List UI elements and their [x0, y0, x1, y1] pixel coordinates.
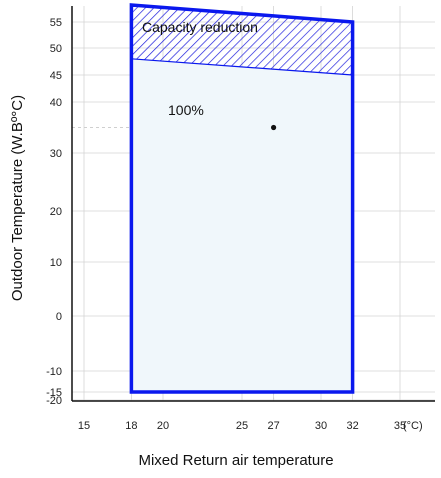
y-axis-title: Outdoor Temperature (W.Bº°C) [9, 95, 26, 301]
y-tick-label: 55 [50, 17, 62, 29]
rated-point [271, 124, 277, 131]
y-tick-label: 20 [50, 206, 62, 218]
y-tick-label: -15 [46, 387, 62, 399]
labels: Outdoor Temperature (W.Bº°C) Mixed Retur… [9, 19, 423, 469]
full-capacity-region [131, 58, 353, 393]
x-tick-label: 20 [157, 420, 169, 432]
operating-boundary [129, 3, 355, 394]
region-label-capacity-reduction: Capacity reduction [142, 19, 258, 35]
capacity-reduction-region [131, 5, 353, 75]
x-tick-label: 30 [315, 420, 327, 432]
x-tick-label: 15 [78, 420, 90, 432]
region-divider [131, 58, 353, 76]
x-tick-label: 18 [125, 420, 137, 432]
y-tick-label: 30 [50, 148, 62, 160]
axes [71, 6, 435, 402]
region-label-full-capacity: 100% [168, 102, 204, 118]
tick-labels: 15 18 20 25 27 30 32 35 -20-15 -10 0 10 20 30 40 45 50 55 [46, 17, 406, 432]
x-tick-label: 32 [346, 420, 358, 432]
y-tick-label: 10 [50, 257, 62, 269]
data-points [271, 124, 277, 131]
operating-regions [129, 3, 355, 394]
x-unit-label: (°C) [403, 420, 423, 432]
x-axis-title: Mixed Return air temperature [138, 452, 333, 469]
x-tick-label: 25 [236, 420, 248, 432]
y-tick-label: 0 [56, 311, 62, 323]
y-tick-label: 40 [50, 97, 62, 109]
y-tick-label: -20 [46, 395, 62, 407]
y-tick-label: -10 [46, 366, 62, 378]
x-tick-label: 27 [267, 420, 279, 432]
x-tick-label: 35 [394, 420, 406, 432]
y-tick-label: 50 [50, 43, 62, 55]
y-tick-label: 45 [50, 70, 62, 82]
